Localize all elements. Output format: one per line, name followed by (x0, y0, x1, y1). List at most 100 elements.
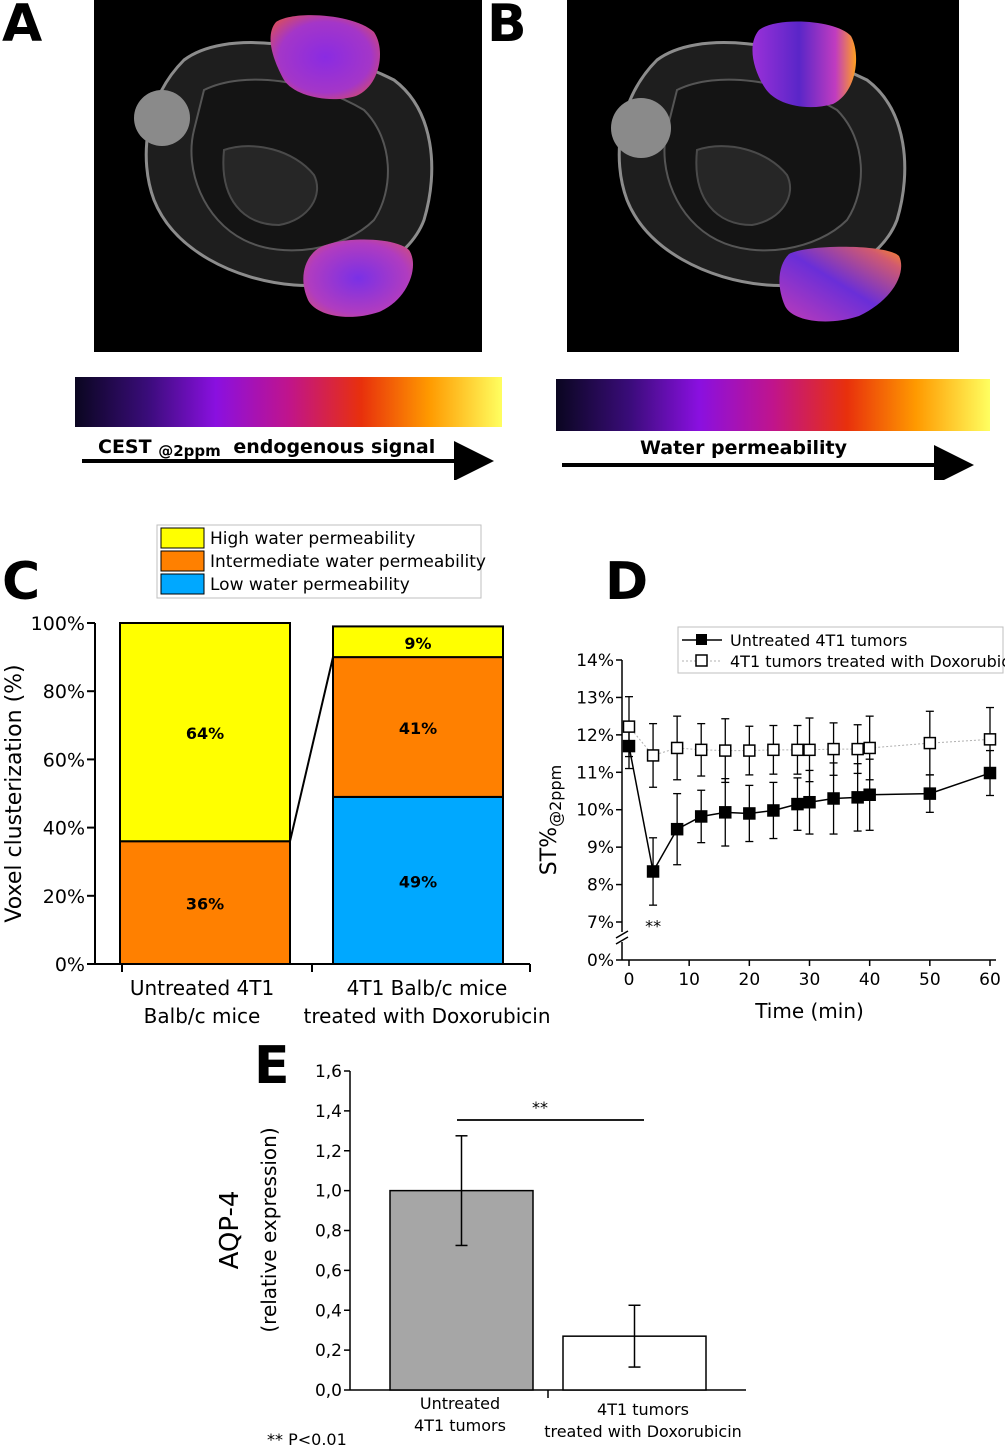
y-tick-label-d: 12% (576, 726, 614, 746)
significance-annotation-d: ** (645, 917, 661, 936)
y-tick-label-c: 20% (43, 886, 85, 908)
x-tick-label-d: 20 (739, 970, 761, 990)
y-tick-label-c: 60% (43, 749, 85, 771)
bar-value-label: 64% (186, 724, 224, 743)
y-tick-label-c: 40% (43, 818, 85, 840)
data-point-untreated (923, 787, 937, 800)
bar-value-label: 49% (399, 872, 437, 891)
colorbar-a-label-sub: @2ppm (158, 442, 221, 460)
data-point-treated (743, 744, 756, 757)
panel-label-d: D (605, 552, 649, 612)
legend-c-frame (156, 524, 482, 599)
y-axis-title-c: Voxel clusterization (%) (2, 664, 27, 922)
mri-image-a (94, 0, 482, 352)
bar-segment (119, 840, 291, 965)
data-point-untreated (694, 810, 708, 823)
colorbar-a-label: CEST @2ppm endogenous signal (98, 436, 435, 461)
legend-d: Untreated 4T1 tumors 4T1 tumors treated w… (677, 626, 1005, 674)
data-point-treated (923, 736, 937, 750)
x-tick-label-d: 10 (678, 970, 700, 990)
data-point-treated (670, 741, 684, 755)
x-category-label-c: 4T1 Balb/c mice (347, 976, 508, 1000)
y-tick-label-e: 1,2 (315, 1142, 342, 1162)
y-tick-label-d: 9% (587, 838, 614, 858)
panel-label-a: A (2, 0, 43, 54)
x-tick-label-d: 60 (979, 970, 1001, 990)
data-point-untreated (827, 792, 840, 805)
y-tick-label-e: 0,8 (315, 1222, 342, 1242)
colorbar-a-label-main: CEST (98, 436, 152, 458)
legend-d-label-2: 4T1 tumors treated with Doxorubicin (730, 652, 1005, 671)
data-point-untreated (767, 804, 780, 817)
y-tick-label-d: 14% (576, 651, 614, 671)
y-tick-label-e: 0,4 (315, 1301, 342, 1321)
chart-c: High water permeability Intermediate wate… (2, 524, 551, 1028)
y-tick-label-d: 13% (576, 688, 614, 708)
legend-c: High water permeability Intermediate wate… (156, 524, 486, 599)
data-point-untreated (863, 788, 876, 801)
data-point-untreated (670, 822, 684, 836)
axis-break-d-2 (615, 936, 629, 945)
bar-value-label: 9% (404, 634, 431, 653)
data-point-treated (863, 741, 876, 755)
legend-d-marker-1 (696, 634, 707, 645)
data-point-treated (983, 733, 997, 746)
data-point-untreated (851, 791, 864, 804)
y-axis-title-d-sub: @2ppm (546, 765, 565, 827)
data-point-untreated (791, 797, 804, 811)
legend-d-marker-2 (695, 654, 708, 667)
colorbar-a-label-rest: endogenous signal (233, 436, 435, 458)
y-tick-label-c: 80% (43, 681, 85, 703)
y-tick-label-e: 0,2 (315, 1341, 342, 1361)
x-tick-label-d: 30 (799, 970, 821, 990)
y-tick-label-d: 8% (587, 876, 614, 896)
legend-c-swatch (160, 550, 205, 572)
panel-label-b: B (487, 0, 527, 54)
bar-segment (332, 656, 504, 798)
legend-c-label: Intermediate water permeability (210, 552, 486, 572)
data-point-treated (622, 720, 636, 733)
legend-c-swatch (160, 573, 205, 595)
legend-c-label: High water permeability (210, 529, 415, 549)
bar-segment (119, 622, 291, 843)
x-category-label-e: Untreated (420, 1394, 500, 1413)
data-point-untreated (743, 807, 756, 820)
significance-label-e: ** (532, 1098, 548, 1117)
connector-line (289, 656, 334, 842)
y-tick-label-e: 0,6 (315, 1261, 342, 1281)
bar-segment (332, 625, 504, 659)
x-category-label-c: Untreated 4T1 (130, 976, 274, 1000)
x-axis-title-d: Time (min) (754, 999, 864, 1023)
legend-c-label: Low water permeability (210, 575, 410, 595)
data-point-untreated (803, 795, 816, 809)
chart-d: Untreated 4T1 tumors 4T1 tumors treated w… (537, 626, 1005, 1023)
data-point-treated (851, 742, 864, 756)
y-tick-label-d: 7% (587, 913, 614, 933)
x-category-label-e: 4T1 tumors (597, 1400, 689, 1419)
x-category-label-c: Balb/c mice (144, 1004, 261, 1028)
x-category-label-e: 4T1 tumors (414, 1416, 506, 1435)
y-tick-label-d: 10% (576, 801, 614, 821)
bar-value-label: 41% (399, 719, 437, 738)
legend-c-swatch (160, 527, 205, 549)
colorbar-b (556, 379, 990, 431)
chart-e: 0,0 0,2 0,4 0,6 0,8 1,0 1,2 1,4 1,6 Untreated 4T1 … (215, 1062, 746, 1446)
y-axis-title-d-main: ST% (537, 827, 562, 875)
y-tick-label-c: 100% (31, 613, 85, 635)
panel-label-e: E (254, 1036, 290, 1096)
y-tick-label-e: 1,4 (315, 1102, 342, 1122)
y-tick-label-e: 0,0 (315, 1381, 342, 1401)
mri-image-b (567, 0, 959, 352)
data-point-treated (694, 743, 708, 757)
data-point-untreated (646, 865, 660, 878)
colorbar-a (75, 377, 502, 427)
x-category-label-c: treated with Doxorubicin (303, 1004, 550, 1028)
colorbar-section: CEST @2ppm endogenous signal Water perme… (75, 377, 990, 480)
y-tick-label-d: 11% (576, 763, 614, 783)
data-point-treated (767, 743, 780, 757)
panel-label-c: C (2, 552, 41, 612)
colorbar-b-label: Water permeability (640, 437, 848, 459)
x-tick-label-d: 40 (859, 970, 881, 990)
y-axis-title-e-main: AQP-4 (215, 1191, 245, 1270)
y-break-label-d: 0% (587, 951, 614, 971)
